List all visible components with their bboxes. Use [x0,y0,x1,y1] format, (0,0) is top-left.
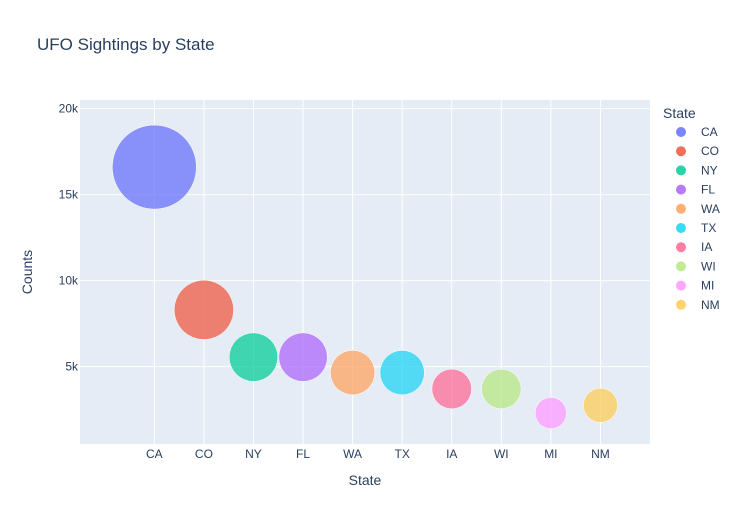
legend-item-fl[interactable]: FL [676,183,715,197]
legend-marker [676,242,686,253]
y-tick-label: 15k [59,188,79,202]
x-tick-label: NY [245,447,262,461]
legend-label: WA [701,202,720,216]
legend-marker [676,184,686,195]
x-tick-label: WI [494,447,509,461]
x-tick-label: MI [544,447,557,461]
legend-label: CO [701,144,719,158]
bubble-layer [112,124,618,429]
legend-marker [676,299,686,310]
bubble-ny[interactable] [228,332,279,382]
bubble-wi[interactable] [481,368,522,410]
legend-marker [676,127,686,137]
x-axis-title: State [349,472,382,488]
bubble-nm[interactable] [583,387,618,423]
legend-item-ny[interactable]: NY [676,163,718,177]
legend-item-ca[interactable]: CA [676,125,718,139]
legend-item-tx[interactable]: TX [676,221,716,235]
bubble-ia[interactable] [431,368,472,410]
x-tick-label: WA [343,447,362,461]
bubble-fl[interactable] [278,332,328,382]
legend-label: NM [701,298,720,312]
legend-label: WI [701,259,716,273]
legend-label: FL [701,183,715,197]
legend-label: MI [701,279,714,293]
legend-marker [676,223,686,233]
legend-title: State [663,105,696,121]
bubble-tx[interactable] [379,350,425,396]
x-tick-label: IA [446,447,457,461]
bubble-co[interactable] [173,279,234,340]
legend-item-ia[interactable]: IA [676,240,712,254]
legend-label: TX [701,221,716,235]
legend-marker [676,165,686,176]
legend: State CA CO NY FL WA TX IA WI MI NM [663,105,720,312]
legend-item-nm[interactable]: NM [676,298,720,312]
bubble-mi[interactable] [534,397,567,429]
x-tick-label: CO [195,447,213,461]
y-axis-title: Counts [19,250,35,294]
legend-label: NY [701,163,718,177]
legend-marker [676,203,686,214]
y-tick-label: 5k [65,360,79,374]
legend-marker [676,280,686,291]
legend-marker [676,146,686,157]
legend-item-mi[interactable]: MI [676,279,714,293]
x-tick-label: TX [395,447,410,461]
y-tick-label: 10k [59,274,79,288]
x-tick-label: FL [296,447,310,461]
x-tick-label: NM [591,447,610,461]
y-axis-ticks: 5k 10k 15k 20k [59,102,79,374]
bubble-ca[interactable] [112,124,197,210]
x-axis-ticks: CA CO NY FL WA TX IA WI MI NM [146,447,610,461]
chart-title: UFO Sightings by State [37,35,215,54]
legend-item-wa[interactable]: WA [676,202,720,216]
x-tick-label: CA [146,447,163,461]
legend-item-wi[interactable]: WI [676,259,716,273]
legend-marker [676,261,686,272]
y-tick-label: 20k [59,102,79,116]
legend-label: CA [701,125,718,139]
bubble-wa[interactable] [330,350,376,396]
legend-item-co[interactable]: CO [676,144,719,158]
legend-label: IA [701,240,712,254]
